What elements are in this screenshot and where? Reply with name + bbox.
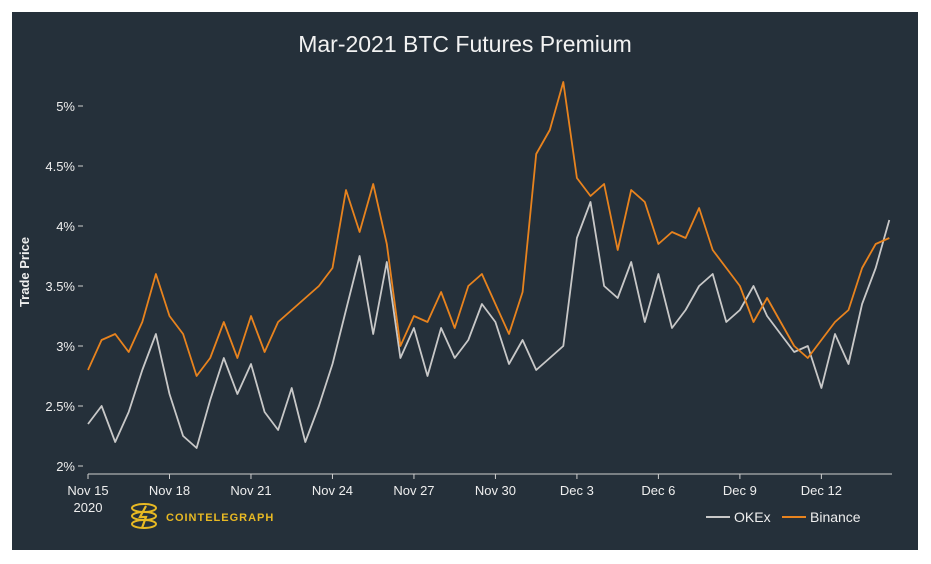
x-tick-label: Nov 24 xyxy=(312,483,353,498)
x-tick-label: Nov 15 xyxy=(67,483,108,498)
lightning-icon xyxy=(138,505,148,529)
series-line-binance xyxy=(87,81,890,377)
y-axis-label: Trade Price xyxy=(17,237,32,307)
y-tick-label: 4% xyxy=(56,219,75,234)
legend-label-okex: OKEx xyxy=(734,509,771,525)
series-line-okex xyxy=(87,201,891,449)
x-tick-sublabel: 2020 xyxy=(74,500,103,515)
y-axis: 2% 2.5% 3% 3.5% 4% 4.5% 5% xyxy=(45,99,83,474)
x-axis: Nov 15 Nov 18 Nov 21 Nov 24 Nov 27 Nov 30 Dec … xyxy=(67,474,842,515)
x-tick-label: Nov 21 xyxy=(230,483,271,498)
x-tick-label: Nov 18 xyxy=(149,483,190,498)
y-tick-label: 2.5% xyxy=(45,399,75,414)
y-tick-label: 5% xyxy=(56,99,75,114)
chart-title: Mar-2021 BTC Futures Premium xyxy=(298,31,632,57)
y-tick-label: 3% xyxy=(56,339,75,354)
y-tick-label: 3.5% xyxy=(45,279,75,294)
x-tick-label: Dec 3 xyxy=(560,483,594,498)
chart-panel: Mar-2021 BTC Futures Premium Trade Price… xyxy=(12,12,918,550)
series-layer xyxy=(87,81,891,449)
brand-logo: COINTELEGRAPH xyxy=(131,503,274,529)
brand-name: COINTELEGRAPH xyxy=(166,512,274,524)
x-tick-label: Dec 6 xyxy=(641,483,675,498)
legend: OKEx Binance xyxy=(706,509,861,525)
futures-premium-chart: Mar-2021 BTC Futures Premium Trade Price… xyxy=(17,31,892,529)
x-tick-label: Nov 30 xyxy=(475,483,516,498)
x-tick-label: Dec 12 xyxy=(801,483,842,498)
y-tick-label: 2% xyxy=(56,459,75,474)
x-tick-label: Nov 27 xyxy=(393,483,434,498)
legend-label-binance: Binance xyxy=(810,509,861,525)
x-tick-label: Dec 9 xyxy=(723,483,757,498)
y-tick-label: 4.5% xyxy=(45,159,75,174)
